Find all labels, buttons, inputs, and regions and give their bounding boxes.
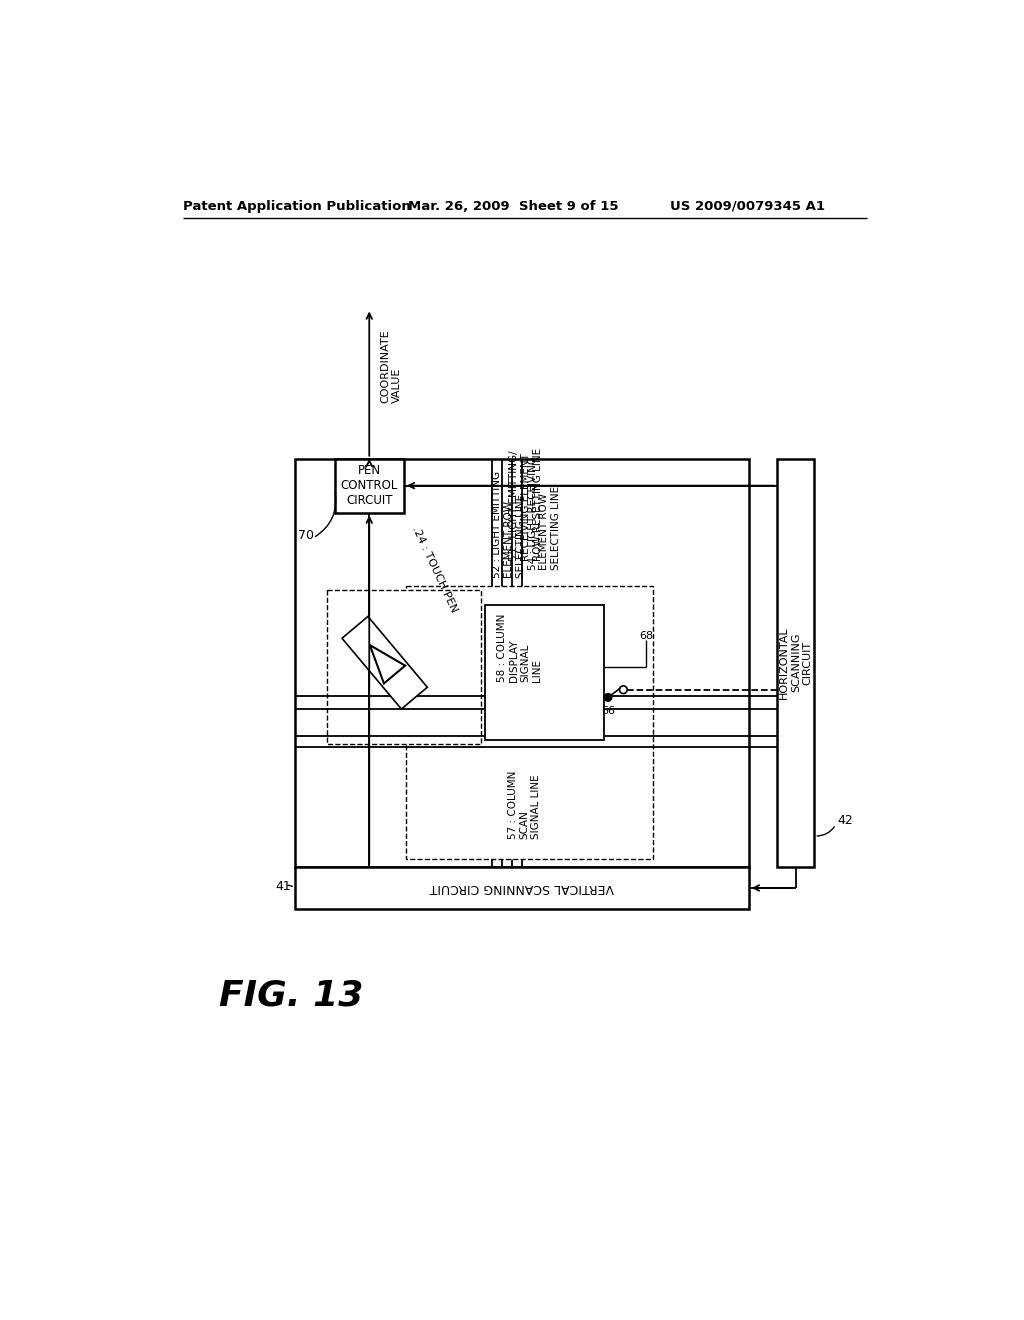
Text: VERTICAL SCANNING CIRCUIT: VERTICAL SCANNING CIRCUIT bbox=[429, 882, 614, 895]
Bar bbox=[327, 590, 481, 743]
Polygon shape bbox=[370, 645, 406, 684]
Text: 66: 66 bbox=[601, 706, 615, 717]
Bar bbox=[295, 867, 749, 909]
Bar bbox=[295, 459, 749, 867]
Text: 68: 68 bbox=[639, 631, 653, 640]
Text: 42: 42 bbox=[838, 814, 853, 828]
Text: FIG. 13: FIG. 13 bbox=[219, 978, 364, 1012]
Text: US 2009/0079345 A1: US 2009/0079345 A1 bbox=[670, 199, 824, 213]
Bar bbox=[335, 459, 403, 512]
Text: 57 : COLUMN
SCAN
SIGNAL LINE: 57 : COLUMN SCAN SIGNAL LINE bbox=[508, 771, 541, 840]
Text: ․24 : TOUCH PEN: ․24 : TOUCH PEN bbox=[410, 525, 459, 614]
Bar bbox=[484, 605, 604, 739]
Text: 52 : LIGHT EMITTING
ELEMENT ROW
SELECTING LINE: 52 : LIGHT EMITTING ELEMENT ROW SELECTIN… bbox=[493, 471, 525, 578]
Text: 41: 41 bbox=[275, 880, 291, 894]
Text: 53 : LIGHT EMITTING/
RECEIVING ELEMENT
ROW RESETTING LINE: 53 : LIGHT EMITTING/ RECEIVING ELEMENT R… bbox=[509, 449, 543, 561]
Text: 58 : COLUMN
DISPLAY
SIGNAL
LINE: 58 : COLUMN DISPLAY SIGNAL LINE bbox=[497, 614, 542, 681]
Text: Mar. 26, 2009  Sheet 9 of 15: Mar. 26, 2009 Sheet 9 of 15 bbox=[408, 199, 618, 213]
Text: HORIZONTAL
SCANNING
CIRCUIT: HORIZONTAL SCANNING CIRCUIT bbox=[779, 627, 812, 700]
Bar bbox=[777, 459, 814, 867]
Text: 70: 70 bbox=[298, 529, 314, 543]
Text: COORDINATE
VALUE: COORDINATE VALUE bbox=[380, 330, 401, 403]
Text: Patent Application Publication: Patent Application Publication bbox=[183, 199, 411, 213]
Text: PEN
CONTROL
CIRCUIT: PEN CONTROL CIRCUIT bbox=[341, 465, 398, 507]
Bar bbox=[407, 586, 652, 859]
Polygon shape bbox=[342, 616, 427, 709]
Text: 54 : LIGHT RECEIVING
ELEMENT ROW
SELECTING LINE: 54 : LIGHT RECEIVING ELEMENT ROW SELECTI… bbox=[528, 455, 561, 570]
Circle shape bbox=[604, 693, 611, 701]
